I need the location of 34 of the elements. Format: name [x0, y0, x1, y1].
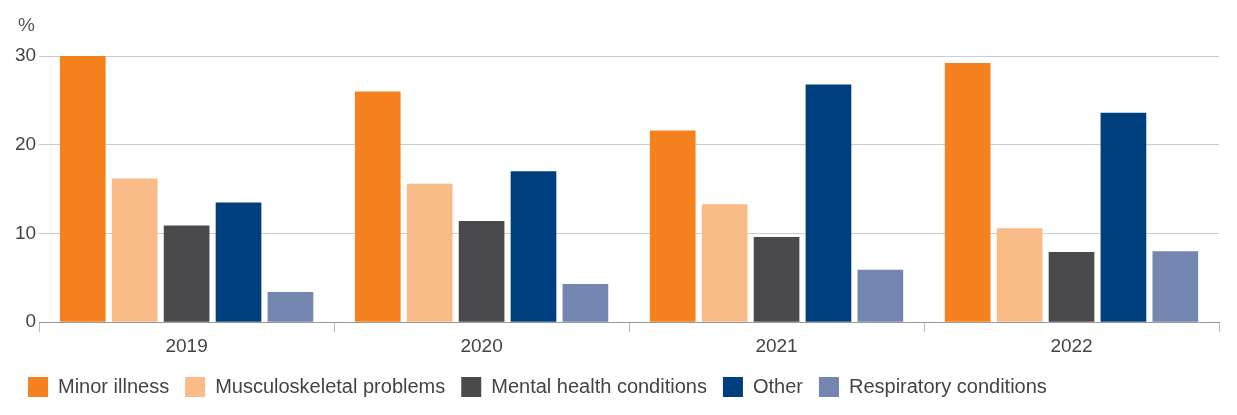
- bar: [1100, 112, 1147, 322]
- bar: [944, 63, 991, 322]
- x-tick-label: 2019: [165, 334, 208, 356]
- legend-label: Minor illness: [58, 374, 170, 397]
- y-tick-label: 0: [25, 310, 37, 332]
- bar: [1048, 252, 1095, 322]
- bar: [458, 221, 505, 322]
- bar: [996, 228, 1043, 322]
- bar: [701, 204, 748, 322]
- bar: [510, 171, 557, 322]
- bar: [59, 56, 106, 322]
- y-tick-label: 30: [14, 44, 37, 66]
- x-tick-label: 2020: [460, 334, 503, 356]
- legend-label: Musculoskeletal problems: [215, 374, 446, 397]
- bar: [163, 225, 210, 322]
- y-axis-title: %: [18, 13, 35, 35]
- bar: [111, 178, 158, 322]
- legend-label: Respiratory conditions: [848, 374, 1047, 397]
- x-tick-label: 2021: [755, 334, 798, 356]
- bar: [857, 269, 904, 322]
- bar: [805, 84, 852, 322]
- bar: [215, 202, 262, 322]
- y-tick-label: 20: [14, 132, 37, 154]
- legend-label: Other: [752, 374, 804, 397]
- bar: [267, 292, 314, 322]
- legend-label: Mental health conditions: [491, 374, 707, 397]
- bar: [354, 91, 401, 322]
- bar: [649, 130, 696, 322]
- bar: [562, 284, 609, 322]
- bar: [753, 237, 800, 322]
- bar: [406, 183, 453, 322]
- y-tick-label: 10: [14, 221, 37, 243]
- bar: [1152, 251, 1199, 322]
- x-tick-label: 2022: [1050, 334, 1093, 356]
